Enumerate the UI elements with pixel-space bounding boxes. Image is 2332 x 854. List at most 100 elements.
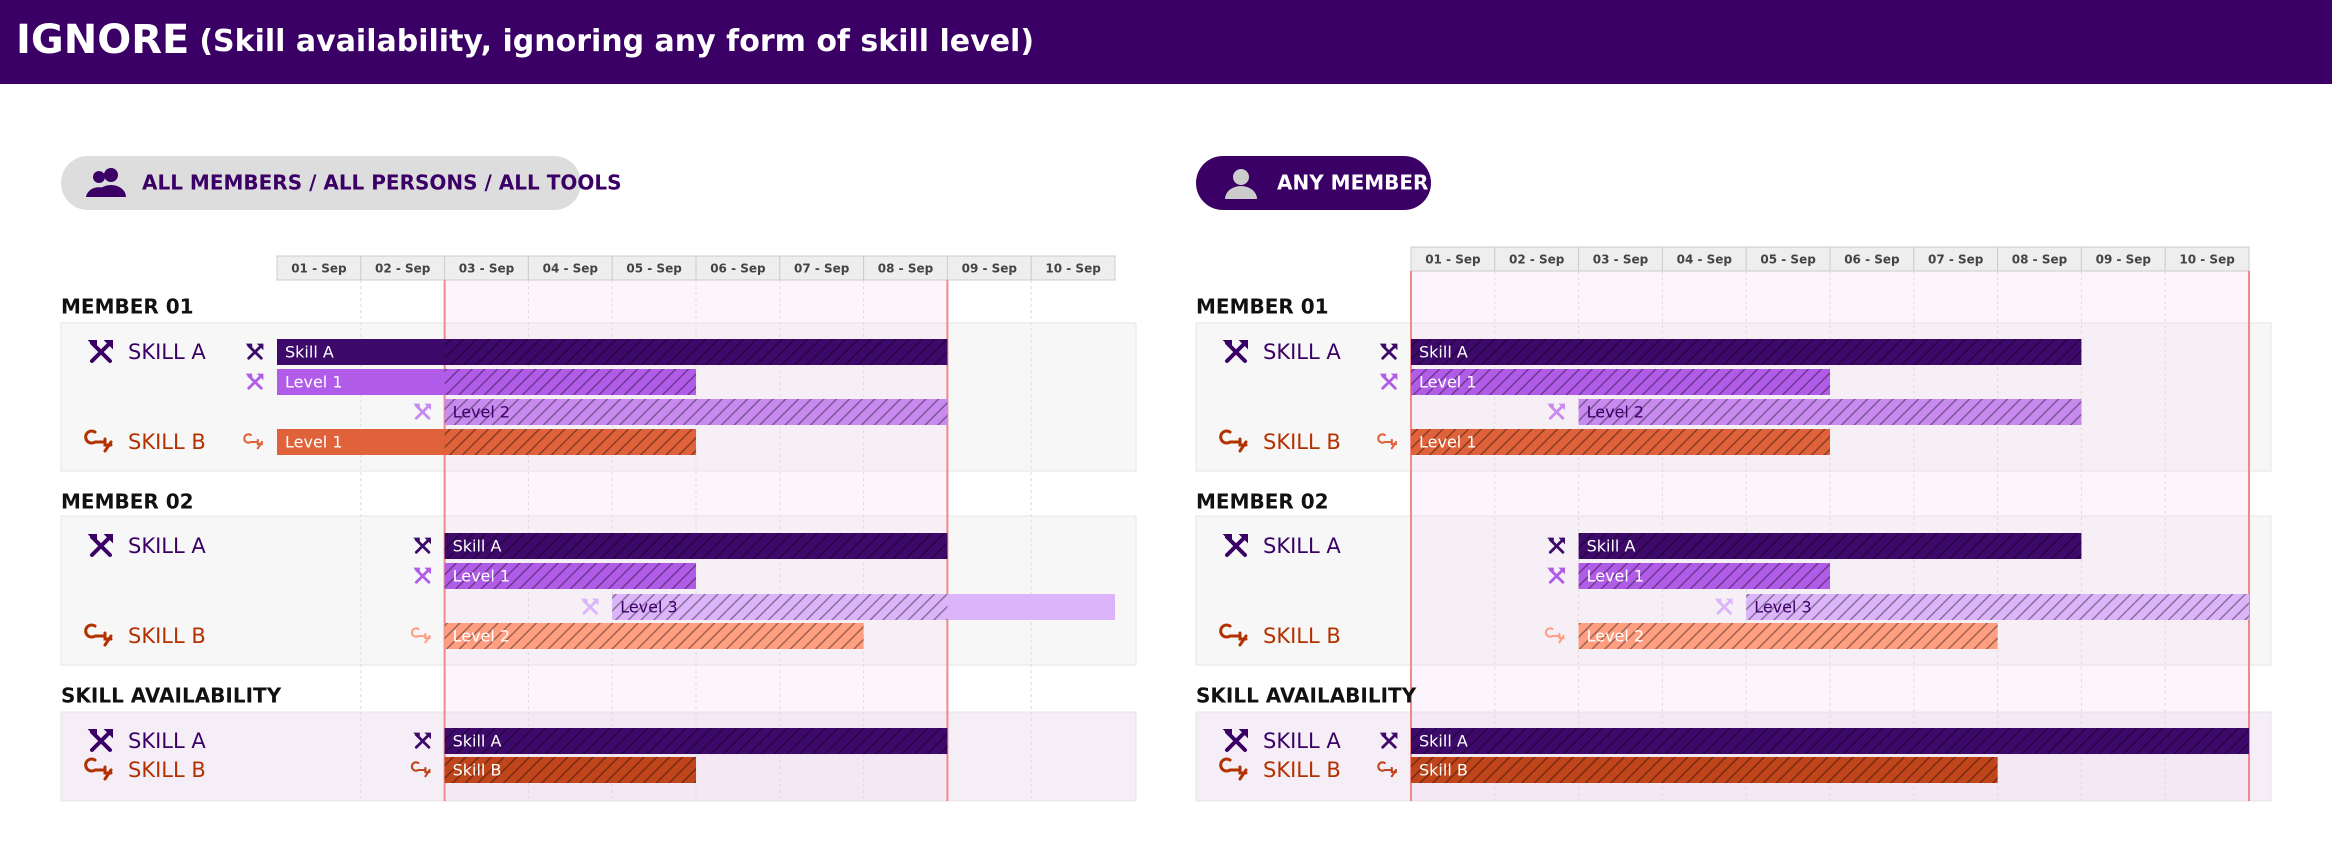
date-label: 04 - Sep bbox=[543, 262, 599, 276]
bar-label: Level 2 bbox=[453, 627, 511, 646]
bar-hatch bbox=[444, 339, 948, 365]
date-cell bbox=[1829, 246, 1915, 272]
skill-label: SKILL A bbox=[1263, 340, 1341, 364]
person-icon bbox=[1225, 169, 1257, 199]
group-box bbox=[1195, 711, 2272, 802]
subtitle: (Skill availability, ignoring any form o… bbox=[199, 24, 1034, 59]
bar-label: Level 2 bbox=[1587, 403, 1645, 422]
bar-label: Skill A bbox=[1419, 343, 1468, 362]
skill-label: SKILL A bbox=[1263, 534, 1341, 558]
bar-label: Skill A bbox=[453, 537, 502, 556]
bar-label: Skill A bbox=[453, 732, 502, 751]
bar-hatch bbox=[444, 369, 696, 395]
bar-label: Level 1 bbox=[1587, 567, 1645, 586]
date-label: 05 - Sep bbox=[1760, 253, 1816, 267]
date-cell bbox=[695, 255, 781, 281]
bar-label: Skill B bbox=[453, 761, 502, 780]
date-label: 02 - Sep bbox=[375, 262, 431, 276]
date-cell bbox=[611, 255, 697, 281]
date-cell bbox=[1913, 246, 1999, 272]
date-cell bbox=[1410, 246, 1496, 272]
bar-label: Level 3 bbox=[1754, 598, 1812, 617]
header-bar bbox=[0, 0, 2332, 84]
date-label: 08 - Sep bbox=[878, 262, 934, 276]
date-label: 10 - Sep bbox=[2179, 253, 2235, 267]
date-cell bbox=[1997, 246, 2082, 272]
pill-label: ALL MEMBERS / ALL PERSONS / ALL TOOLS bbox=[142, 171, 622, 195]
skill-label: SKILL B bbox=[1263, 624, 1341, 648]
date-label: 09 - Sep bbox=[2096, 253, 2152, 267]
bar-label: Level 1 bbox=[285, 373, 343, 392]
bar-hatch bbox=[444, 728, 948, 754]
group-title: MEMBER 01 bbox=[1196, 295, 1329, 319]
bar-label: Skill B bbox=[1419, 761, 1468, 780]
date-cell bbox=[2164, 246, 2250, 272]
date-label: 09 - Sep bbox=[962, 262, 1018, 276]
date-cell bbox=[1578, 246, 1663, 272]
body bbox=[86, 187, 106, 197]
group-title: SKILL AVAILABILITY bbox=[1196, 684, 1417, 708]
date-cell bbox=[360, 255, 446, 281]
bar-hatch bbox=[444, 563, 696, 589]
skill-label: SKILL B bbox=[1263, 758, 1341, 782]
head bbox=[1233, 169, 1249, 185]
group-title: MEMBER 02 bbox=[61, 490, 194, 514]
date-cell bbox=[863, 255, 948, 281]
skill-label: SKILL B bbox=[128, 430, 206, 454]
bar-label: Level 1 bbox=[453, 567, 511, 586]
date-label: 06 - Sep bbox=[1844, 253, 1900, 267]
bar-hatch bbox=[444, 533, 948, 559]
bar-hatch bbox=[1411, 369, 1830, 395]
date-label: 03 - Sep bbox=[1593, 253, 1649, 267]
date-cell bbox=[1745, 246, 1831, 272]
date-cell bbox=[779, 255, 865, 281]
bar-hatch bbox=[444, 757, 696, 783]
skill-label: SKILL A bbox=[128, 729, 206, 753]
date-label: 01 - Sep bbox=[1425, 253, 1481, 267]
date-cell bbox=[2080, 246, 2166, 272]
head bbox=[104, 168, 118, 182]
group-title: MEMBER 02 bbox=[1196, 490, 1329, 514]
bar-label: Level 2 bbox=[1587, 627, 1645, 646]
bar-label: Level 1 bbox=[1419, 373, 1477, 392]
date-label: 01 - Sep bbox=[291, 262, 347, 276]
skill-label: SKILL B bbox=[128, 758, 206, 782]
bar-label: Skill A bbox=[285, 343, 334, 362]
bar-hatch bbox=[1578, 623, 1998, 649]
bar-label: Level 3 bbox=[620, 598, 678, 617]
date-label: 04 - Sep bbox=[1677, 253, 1733, 267]
pill-label: ANY MEMBER bbox=[1277, 171, 1428, 195]
date-label: 03 - Sep bbox=[459, 262, 515, 276]
bar-label: Skill A bbox=[1587, 537, 1636, 556]
bar-hatch bbox=[444, 429, 696, 455]
skill-label: SKILL A bbox=[1263, 729, 1341, 753]
date-cell bbox=[1030, 255, 1116, 281]
bar-hatch bbox=[444, 623, 864, 649]
date-label: 06 - Sep bbox=[710, 262, 766, 276]
date-label: 05 - Sep bbox=[626, 262, 682, 276]
bar-label: Level 1 bbox=[1419, 433, 1477, 452]
date-cell bbox=[444, 255, 529, 281]
date-cell bbox=[1661, 246, 1747, 272]
date-label: 10 - Sep bbox=[1045, 262, 1101, 276]
skill-label: SKILL A bbox=[128, 340, 206, 364]
person-icon bbox=[86, 168, 126, 197]
skill-label: SKILL B bbox=[1263, 430, 1341, 454]
date-label: 02 - Sep bbox=[1509, 253, 1565, 267]
date-label: 08 - Sep bbox=[2012, 253, 2068, 267]
bar-label: Skill A bbox=[1419, 732, 1468, 751]
bar-hatch bbox=[1411, 429, 1830, 455]
skill-label: SKILL B bbox=[128, 624, 206, 648]
bar-hatch bbox=[444, 399, 948, 425]
header-title: IGNORE (Skill availability, ignoring any … bbox=[16, 17, 1034, 63]
bar-hatch bbox=[1411, 339, 2082, 365]
bar-hatch bbox=[1411, 728, 2249, 754]
filter-pill bbox=[61, 156, 581, 210]
group-box bbox=[60, 711, 1137, 802]
body bbox=[1225, 186, 1257, 199]
bar-hatch bbox=[1746, 594, 2249, 620]
date-cell bbox=[276, 255, 362, 281]
head bbox=[93, 171, 105, 183]
bar-hatch bbox=[1411, 757, 1998, 783]
